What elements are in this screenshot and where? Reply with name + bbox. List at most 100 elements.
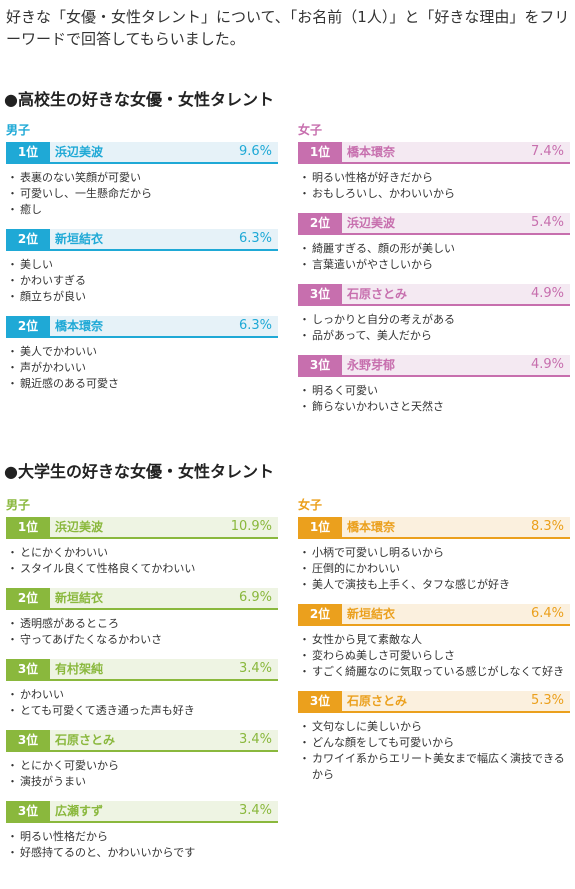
reason-list: 女性から見て素敵な人 変わらぬ美しさ可愛いらしさ すごく綺麗なのに気取っている感… <box>298 632 570 680</box>
university-female-column: 女子 1位 橋本環奈 8.3% 小柄で可愛いし明るいから 圧倒的にかわいい 美人… <box>298 498 570 794</box>
percentage: 4.9% <box>530 357 564 372</box>
reason-item: カワイイ系からエリート美女まで幅広く演技できるから <box>299 751 570 783</box>
section-title-highschool: ●高校生の好きな女優・女性タレント <box>4 90 274 109</box>
ranking-bar: 3位 永野芽郁 4.9% <box>298 355 570 377</box>
celebrity-name: 石原さとみ <box>347 287 408 301</box>
ranking-bar: 2位 浜辺美波 5.4% <box>298 213 570 235</box>
reason-item: 透明感があるところ <box>7 616 278 632</box>
percentage: 10.9% <box>230 519 272 534</box>
percentage: 6.3% <box>238 318 272 333</box>
reason-list: 明るい性格だから 好感持てるのと、かわいいからです <box>6 829 278 861</box>
ranking-entry: 3位 石原さとみ 5.3% 文句なしに美しいから どんな顔をしても可愛いから カ… <box>298 691 570 783</box>
celebrity-name: 有村架純 <box>55 662 104 676</box>
reason-item: 声がかわいい <box>7 360 278 376</box>
percentage: 6.3% <box>238 231 272 246</box>
university-male-column: 男子 1位 浜辺美波 10.9% とにかくかわいい スタイル良くて性格良くてかわ… <box>6 498 278 872</box>
highschool-female-column: 女子 1位 橋本環奈 7.4% 明るい性格が好きだから おもしろいし、かわいいか… <box>298 123 570 426</box>
rank-badge: 1位 <box>6 517 50 537</box>
percentage: 6.9% <box>238 590 272 605</box>
rank-badge: 1位 <box>298 517 342 537</box>
reason-item: 可愛いし、一生懸命だから <box>7 186 278 202</box>
celebrity-name: 新垣結衣 <box>55 232 104 246</box>
reason-list: とにかく可愛いから 演技がうまい <box>6 758 278 790</box>
reason-item: 美人で演技も上手く、タフな感じが好き <box>299 577 570 593</box>
ranking-entry: 1位 浜辺美波 10.9% とにかくかわいい スタイル良くて性格良くてかわいい <box>6 517 278 577</box>
reason-item: スタイル良くて性格良くてかわいい <box>7 561 278 577</box>
celebrity-name: 新垣結衣 <box>55 591 104 605</box>
reason-item: 文句なしに美しいから <box>299 719 570 735</box>
reason-list: 小柄で可愛いし明るいから 圧倒的にかわいい 美人で演技も上手く、タフな感じが好き <box>298 545 570 593</box>
highschool-male-column: 男子 1位 浜辺美波 9.6% 表裏のない笑顔が可愛い 可愛いし、一生懸命だから… <box>6 123 278 403</box>
celebrity-name: 浜辺美波 <box>347 216 396 230</box>
reason-item: 顔立ちが良い <box>7 289 278 305</box>
ranking-bar: 3位 石原さとみ 3.4% <box>6 730 278 752</box>
ranking-bar: 1位 橋本環奈 7.4% <box>298 142 570 164</box>
reason-list: 綺麗すぎる、顔の形が美しい 言葉遣いがやさしいから <box>298 241 570 273</box>
celebrity-name: 新垣結衣 <box>347 607 396 621</box>
ranking-entry: 2位 浜辺美波 5.4% 綺麗すぎる、顔の形が美しい 言葉遣いがやさしいから <box>298 213 570 273</box>
reason-item: 親近感のある可愛さ <box>7 376 278 392</box>
percentage: 5.3% <box>530 693 564 708</box>
ranking-entry: 3位 石原さとみ 4.9% しっかりと自分の考えがある 品があって、美人だから <box>298 284 570 344</box>
gender-label-female: 女子 <box>298 123 323 137</box>
ranking-bar: 2位 橋本環奈 6.3% <box>6 316 278 338</box>
rank-badge: 2位 <box>298 213 342 233</box>
ranking-bar: 3位 石原さとみ 4.9% <box>298 284 570 306</box>
reason-list: 表裏のない笑顔が可愛い 可愛いし、一生懸命だから 癒し <box>6 170 278 218</box>
reason-list: 透明感があるところ 守ってあげたくなるかわいさ <box>6 616 278 648</box>
ranking-bar: 3位 石原さとみ 5.3% <box>298 691 570 713</box>
ranking-bar: 1位 橋本環奈 8.3% <box>298 517 570 539</box>
reason-item: 明るい性格だから <box>7 829 278 845</box>
reason-item: 明るい性格が好きだから <box>299 170 570 186</box>
reason-item: すごく綺麗なのに気取っている感じがしなくて好き <box>299 664 570 680</box>
reason-list: 明るく可愛い 飾らないかわいさと天然さ <box>298 383 570 415</box>
ranking-bar: 2位 新垣結衣 6.9% <box>6 588 278 610</box>
gender-label-male: 男子 <box>6 498 31 512</box>
celebrity-name: 浜辺美波 <box>55 520 104 534</box>
celebrity-name: 浜辺美波 <box>55 145 104 159</box>
percentage: 8.3% <box>530 519 564 534</box>
reason-item: 小柄で可愛いし明るいから <box>299 545 570 561</box>
celebrity-name: 橋本環奈 <box>347 145 396 159</box>
percentage: 9.6% <box>238 144 272 159</box>
reason-item: 美しい <box>7 257 278 273</box>
section-title-university: ●大学生の好きな女優・女性タレント <box>4 462 274 481</box>
reason-item: 女性から見て素敵な人 <box>299 632 570 648</box>
celebrity-name: 石原さとみ <box>347 694 408 708</box>
reason-item: 変わらぬ美しさ可愛いらしさ <box>299 648 570 664</box>
reason-item: 圧倒的にかわいい <box>299 561 570 577</box>
reason-item: かわいすぎる <box>7 273 278 289</box>
reason-item: 明るく可愛い <box>299 383 570 399</box>
ranking-entry: 2位 新垣結衣 6.3% 美しい かわいすぎる 顔立ちが良い <box>6 229 278 305</box>
reason-item: 言葉遣いがやさしいから <box>299 257 570 273</box>
celebrity-name: 永野芽郁 <box>347 358 396 372</box>
percentage: 3.4% <box>238 803 272 818</box>
reason-item: 美人でかわいい <box>7 344 278 360</box>
reason-item: 演技がうまい <box>7 774 278 790</box>
reason-list: 美しい かわいすぎる 顔立ちが良い <box>6 257 278 305</box>
ranking-entry: 1位 橋本環奈 7.4% 明るい性格が好きだから おもしろいし、かわいいから <box>298 142 570 202</box>
reason-list: 美人でかわいい 声がかわいい 親近感のある可愛さ <box>6 344 278 392</box>
ranking-entry: 1位 橋本環奈 8.3% 小柄で可愛いし明るいから 圧倒的にかわいい 美人で演技… <box>298 517 570 593</box>
reason-item: しっかりと自分の考えがある <box>299 312 570 328</box>
rank-badge: 3位 <box>6 659 50 679</box>
celebrity-name: 橋本環奈 <box>347 520 396 534</box>
ranking-bar: 3位 有村架純 3.4% <box>6 659 278 681</box>
ranking-bar: 3位 広瀬すず 3.4% <box>6 801 278 823</box>
ranking-entry: 3位 有村架純 3.4% かわいい とても可愛くて透き通った声も好き <box>6 659 278 719</box>
percentage: 5.4% <box>530 215 564 230</box>
reason-item: 表裏のない笑顔が可愛い <box>7 170 278 186</box>
rank-badge: 2位 <box>6 316 50 336</box>
reason-item: 品があって、美人だから <box>299 328 570 344</box>
rank-badge: 3位 <box>298 284 342 304</box>
ranking-entry: 3位 広瀬すず 3.4% 明るい性格だから 好感持てるのと、かわいいからです <box>6 801 278 861</box>
ranking-entry: 2位 新垣結衣 6.4% 女性から見て素敵な人 変わらぬ美しさ可愛いらしさ すご… <box>298 604 570 680</box>
ranking-bar: 1位 浜辺美波 9.6% <box>6 142 278 164</box>
reason-item: 飾らないかわいさと天然さ <box>299 399 570 415</box>
rank-badge: 2位 <box>298 604 342 624</box>
rank-badge: 2位 <box>6 588 50 608</box>
reason-item: 好感持てるのと、かわいいからです <box>7 845 278 861</box>
reason-item: とても可愛くて透き通った声も好き <box>7 703 278 719</box>
reason-item: おもしろいし、かわいいから <box>299 186 570 202</box>
percentage: 6.4% <box>530 606 564 621</box>
